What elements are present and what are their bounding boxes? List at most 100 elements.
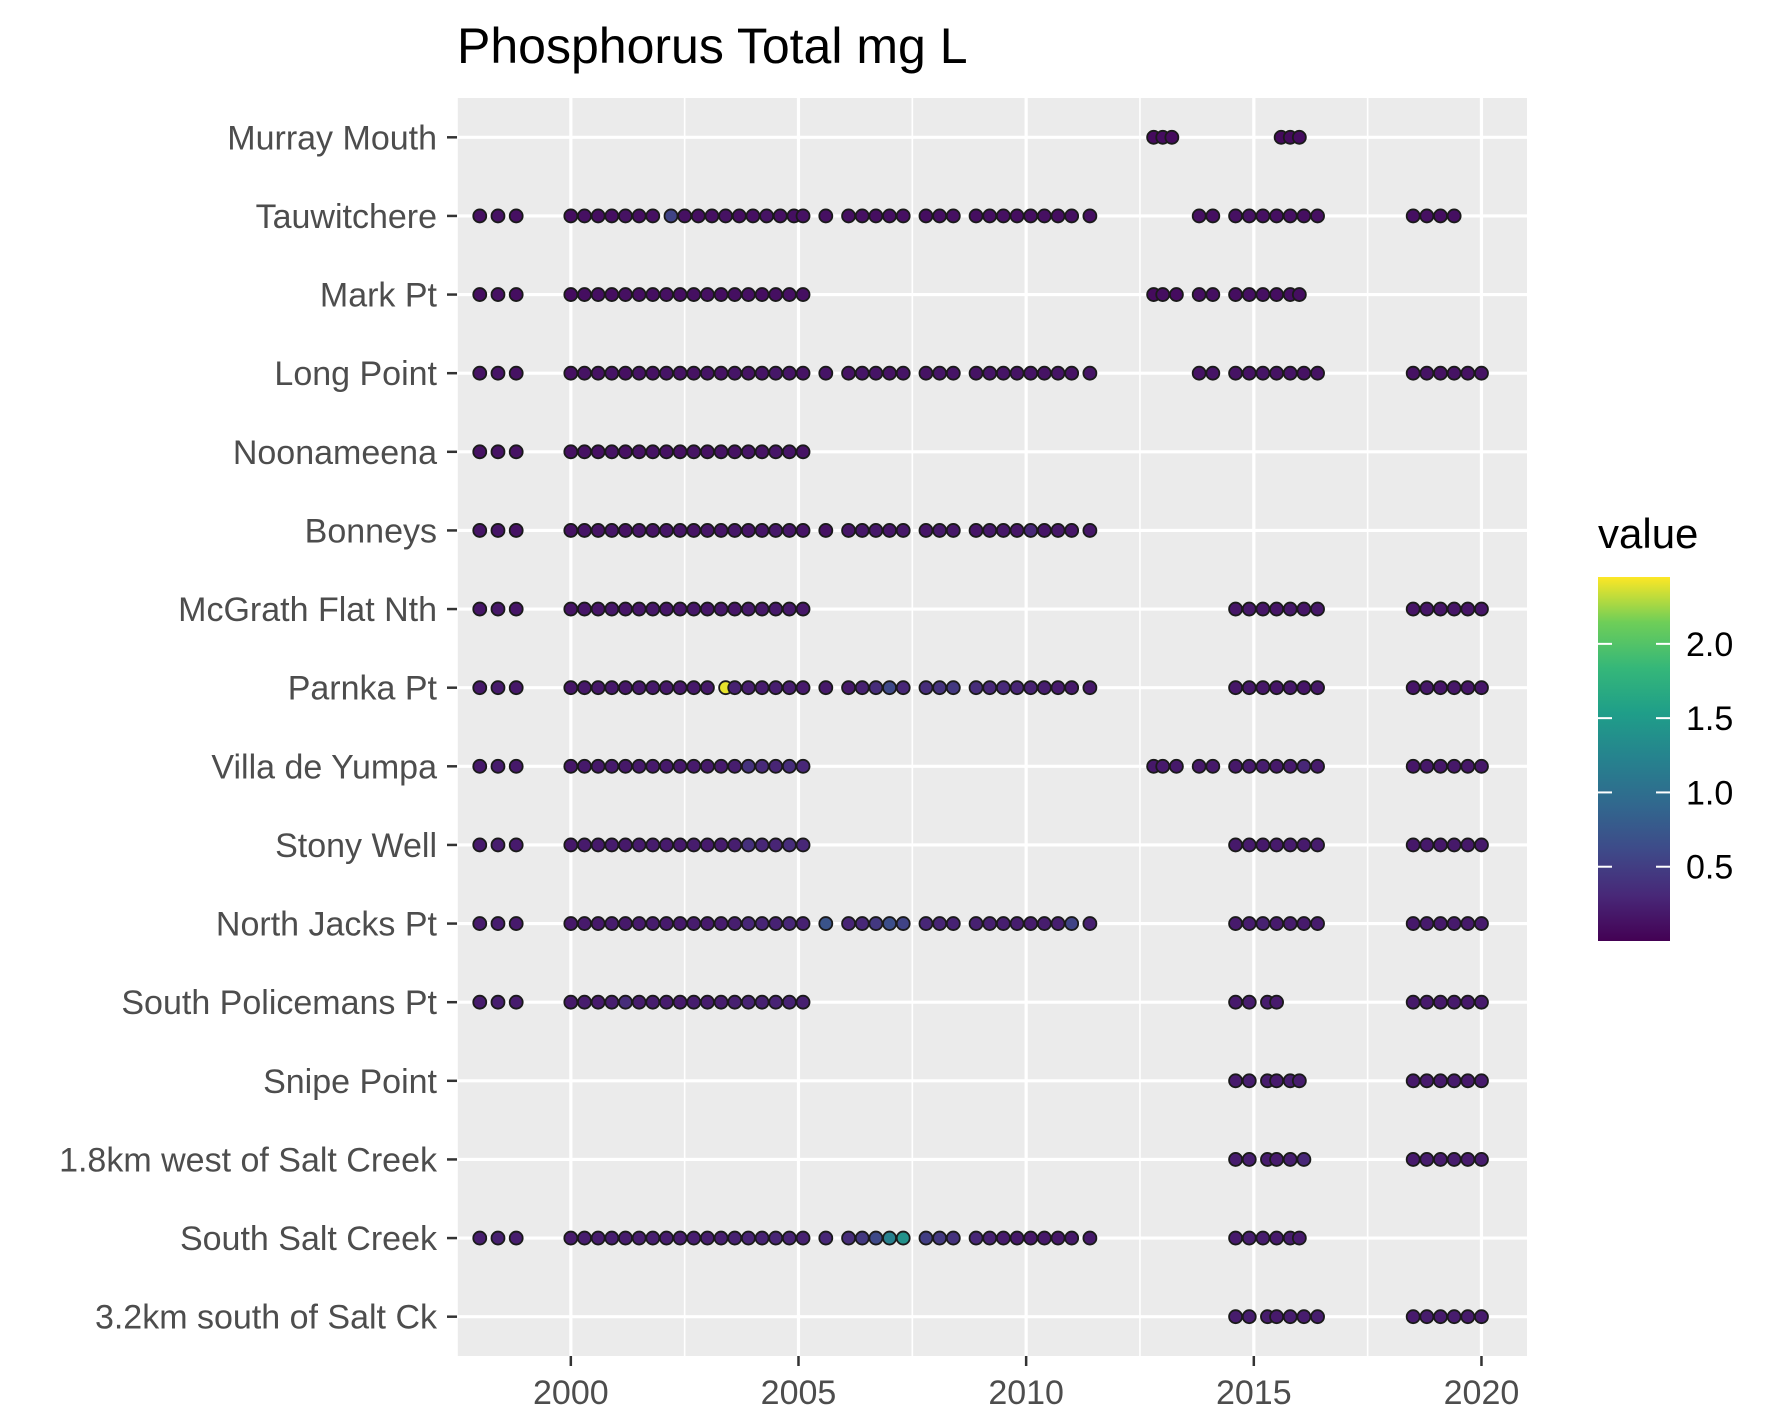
data-point (882, 916, 897, 931)
data-point (645, 680, 661, 696)
data-point (713, 916, 729, 931)
data-point (1169, 287, 1184, 302)
data-point (1050, 1230, 1066, 1246)
data-point (1310, 916, 1325, 931)
data-point (577, 758, 592, 774)
data-point (1433, 916, 1448, 931)
data-point (1446, 208, 1462, 224)
data-point (1446, 916, 1462, 931)
data-point (700, 601, 715, 617)
data-point (1460, 680, 1476, 696)
data-point (1228, 1152, 1243, 1167)
data-point (741, 444, 756, 460)
y-tick-label: Murray Mouth (227, 119, 437, 157)
data-point (854, 208, 870, 224)
data-point (1291, 1230, 1307, 1246)
data-point (1310, 680, 1325, 696)
data-point (1269, 916, 1284, 931)
data-point (1433, 1073, 1448, 1089)
data-point (1241, 994, 1257, 1010)
data-point (631, 601, 647, 617)
data-point (781, 444, 797, 460)
data-point (1255, 287, 1271, 302)
data-point (563, 523, 579, 538)
data-point (618, 365, 633, 381)
data-point (677, 208, 693, 224)
data-point (968, 523, 984, 538)
data-point (631, 1230, 647, 1246)
data-point (659, 1230, 674, 1246)
data-point (700, 994, 715, 1010)
data-point (795, 837, 811, 853)
data-point (472, 365, 488, 381)
data-point (1191, 365, 1207, 381)
data-point (918, 208, 934, 224)
data-point (1050, 523, 1066, 538)
data-point (590, 680, 606, 696)
data-point (1241, 1230, 1257, 1246)
data-point (995, 365, 1011, 381)
data-point (563, 680, 579, 696)
data-point (1082, 365, 1098, 381)
data-point (968, 1230, 984, 1246)
data-point (490, 837, 506, 853)
data-point (1241, 1309, 1257, 1325)
data-point (1296, 601, 1312, 617)
data-point (686, 916, 702, 931)
data-point (490, 444, 506, 460)
plot-panel (457, 98, 1527, 1356)
data-point (1433, 1152, 1448, 1167)
data-point (1155, 758, 1171, 774)
data-point (754, 287, 770, 302)
data-point (932, 1230, 948, 1246)
data-point (577, 365, 592, 381)
data-point (713, 287, 729, 302)
y-tick-label: North Jacks Pt (216, 906, 438, 944)
data-point (995, 680, 1011, 696)
data-point (1023, 365, 1039, 381)
data-point (945, 1230, 961, 1246)
data-point (918, 680, 934, 696)
data-point (868, 365, 884, 381)
data-point (631, 837, 647, 853)
data-point (686, 601, 702, 617)
y-tick-label: Snipe Point (263, 1063, 437, 1101)
data-point (490, 523, 506, 538)
data-point (768, 837, 784, 853)
data-point (1023, 208, 1039, 224)
data-point (659, 601, 674, 617)
data-point (1269, 601, 1284, 617)
y-tick-label: 3.2km south of Salt Ck (95, 1299, 438, 1337)
data-point (563, 758, 579, 774)
data-point (590, 287, 606, 302)
data-point (1269, 1152, 1284, 1167)
data-point (472, 837, 488, 853)
data-point (1474, 1309, 1489, 1325)
data-point (1419, 758, 1435, 774)
data-point (700, 365, 715, 381)
data-point (768, 758, 784, 774)
data-point (472, 994, 488, 1010)
data-point (818, 365, 834, 381)
data-point (1009, 523, 1025, 538)
data-point (727, 916, 743, 931)
data-point (868, 208, 884, 224)
data-point (672, 916, 688, 931)
data-point (945, 365, 961, 381)
data-point (895, 916, 911, 931)
data-point (868, 523, 884, 538)
data-point (1310, 601, 1325, 617)
data-point (563, 1230, 579, 1246)
data-point (795, 680, 811, 696)
data-point (686, 365, 702, 381)
y-tick-label: McGrath Flat Nth (178, 591, 437, 629)
data-point (686, 444, 702, 460)
data-point (472, 758, 488, 774)
data-point (1269, 1230, 1284, 1246)
data-point (590, 916, 606, 931)
data-point (604, 1230, 620, 1246)
data-point (645, 523, 661, 538)
data-point (1241, 601, 1257, 617)
data-point (727, 444, 743, 460)
data-point (604, 208, 620, 224)
